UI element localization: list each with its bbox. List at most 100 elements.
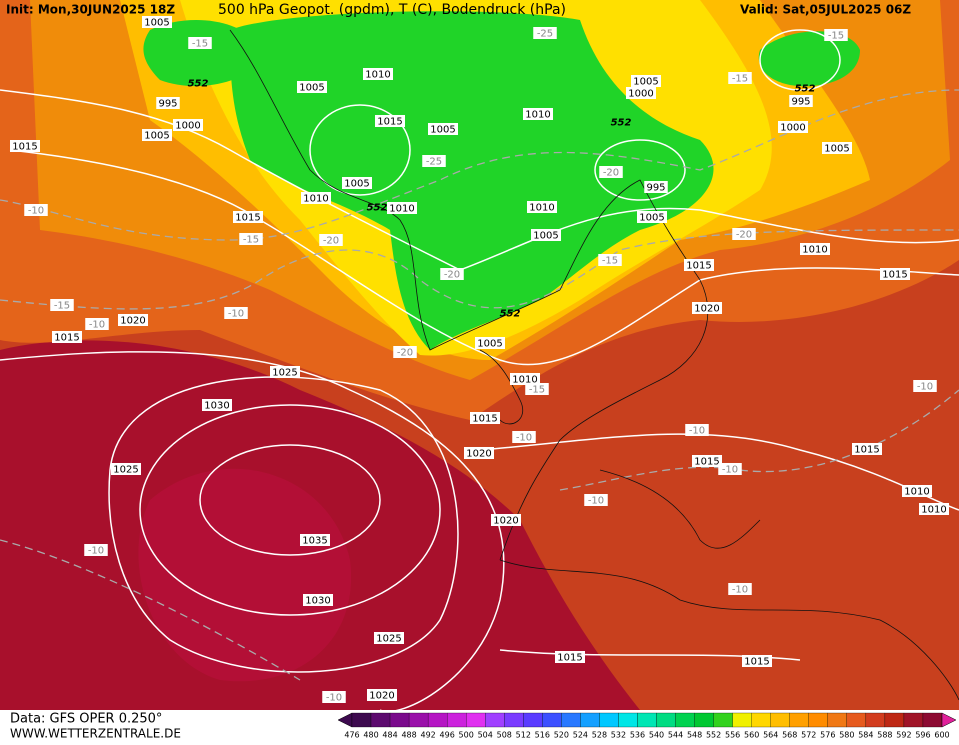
- colorbar-label: 500: [459, 731, 474, 740]
- colorbar-cell: [694, 712, 714, 728]
- label-box: [301, 192, 331, 204]
- label-box: [270, 366, 300, 378]
- isobar-label: 1005: [477, 339, 502, 350]
- init-time: Init: Mon,30JUN2025 18Z: [6, 3, 175, 17]
- temperature-label: -25: [537, 29, 553, 40]
- label-box: [685, 424, 709, 436]
- geopotential-label: 552: [611, 118, 632, 129]
- coastlines: [229, 29, 959, 701]
- label-box: [50, 299, 74, 311]
- isobar-label: 1010: [529, 203, 554, 214]
- temperature-label: -15: [732, 74, 748, 85]
- label-box: [24, 204, 48, 216]
- label-box: [464, 447, 494, 459]
- colorbar-cell: [542, 712, 562, 728]
- temperature-label: -10: [326, 693, 342, 704]
- label-box: [142, 129, 172, 141]
- isobar-label: 1015: [54, 333, 79, 344]
- colorbar-cell: [922, 712, 943, 728]
- isobar-label: 995: [646, 183, 665, 194]
- colorbar-cell: [447, 712, 467, 728]
- label-box: [902, 485, 932, 497]
- label-box: [644, 181, 668, 193]
- colorbar-label: 492: [420, 731, 435, 740]
- label-box: [684, 259, 714, 271]
- temperature-label: -15: [243, 235, 259, 246]
- isobar-label: 1015: [744, 657, 769, 668]
- temperature-label: -10: [689, 426, 705, 437]
- label-box: [470, 412, 500, 424]
- label-box: [224, 307, 248, 319]
- label-box: [692, 302, 722, 314]
- label-box: [919, 503, 949, 515]
- temperature-label: -25: [426, 157, 442, 168]
- label-box: [800, 243, 830, 255]
- colorbar-cell: [504, 712, 524, 728]
- colorbar-label: 480: [363, 731, 378, 740]
- label-box: [533, 27, 557, 39]
- isobar-label: 1025: [113, 465, 138, 476]
- label-box: [525, 383, 549, 395]
- colorbar-cell: [827, 712, 847, 728]
- label-box: [824, 29, 848, 41]
- label-box: [789, 95, 813, 107]
- colorbar-label: 520: [554, 731, 569, 740]
- isobar-label: 1010: [389, 204, 414, 215]
- isobar-label: 1005: [299, 83, 324, 94]
- label-box: [342, 177, 372, 189]
- colorbar-label: 512: [516, 731, 531, 740]
- label-box: [322, 691, 346, 703]
- temperature-label: -20: [736, 230, 752, 241]
- label-box: [510, 373, 540, 385]
- colorbar-label: 532: [611, 731, 626, 740]
- colorbar-cell: [713, 712, 733, 728]
- label-box: [880, 268, 910, 280]
- temperature-label: -15: [529, 385, 545, 396]
- colorbar-cell: [865, 712, 886, 728]
- colorbar-label: 536: [630, 731, 645, 740]
- label-box: [599, 166, 623, 178]
- label-box: [626, 87, 656, 99]
- colorbar-cell: [884, 712, 905, 728]
- label-box: [300, 534, 330, 546]
- label-box: [85, 318, 109, 330]
- isobar-label: 1000: [628, 89, 653, 100]
- colorbar-cell: [580, 712, 600, 728]
- isobar-label: 1015: [377, 117, 402, 128]
- colorbar-cell: [427, 712, 448, 728]
- isobar-label: 1015: [472, 414, 497, 425]
- colorbar-label: 600: [934, 731, 949, 740]
- isobar-label: 1005: [633, 77, 658, 88]
- label-box: [637, 211, 667, 223]
- label-box: [718, 463, 742, 475]
- colorbar-cell: [675, 712, 695, 728]
- label-box: [422, 155, 446, 167]
- label-box: [531, 229, 561, 241]
- temperature-label: -10: [732, 585, 748, 596]
- isobar-label: 1005: [533, 231, 558, 242]
- label-box: [742, 655, 772, 667]
- temperature-label: -20: [397, 348, 413, 359]
- isobar-label: 1035: [302, 536, 327, 547]
- isobar-label: 1005: [144, 131, 169, 142]
- temperature-label: -10: [722, 465, 738, 476]
- colorbar-cell: [789, 712, 809, 728]
- label-box: [118, 314, 148, 326]
- label-box: [374, 632, 404, 644]
- isobar-label: 995: [791, 97, 810, 108]
- label-box: [527, 201, 557, 213]
- colorbar-cell: [599, 712, 619, 728]
- colorbar-cell: [751, 712, 771, 728]
- colorbar-cell: [808, 712, 828, 728]
- colorbar-label: 484: [382, 731, 397, 740]
- label-box: [728, 72, 752, 84]
- colorbar-label: 568: [782, 731, 797, 740]
- colorbar-label: 552: [706, 731, 721, 740]
- colorbar-label: 548: [687, 731, 702, 740]
- label-box: [491, 514, 521, 526]
- colorbar-cell: [523, 712, 543, 728]
- website: WWW.WETTERZENTRALE.DE: [10, 727, 181, 741]
- colorbar-label: 592: [896, 731, 911, 740]
- isobar-label: 1010: [802, 245, 827, 256]
